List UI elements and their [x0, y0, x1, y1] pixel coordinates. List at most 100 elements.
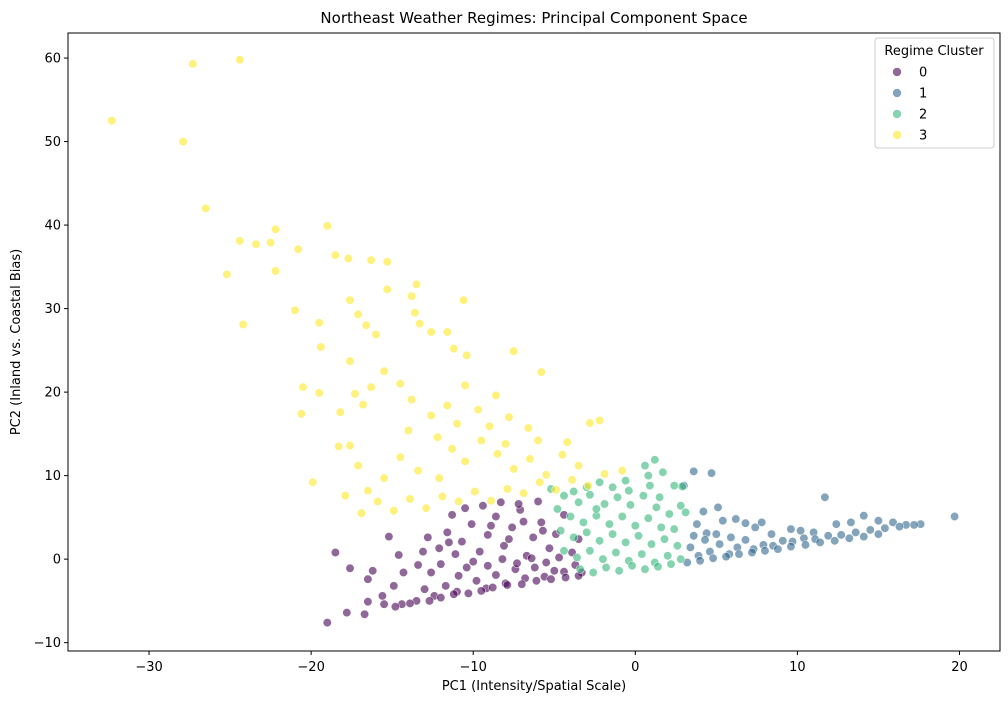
data-point	[740, 535, 750, 545]
data-point	[541, 470, 551, 480]
data-point	[488, 582, 498, 592]
data-point	[557, 450, 567, 460]
data-point	[308, 477, 318, 487]
data-point	[330, 547, 340, 557]
data-point	[656, 522, 666, 532]
data-point	[410, 308, 420, 318]
data-point	[395, 379, 405, 389]
data-point	[734, 549, 744, 559]
data-point	[363, 486, 373, 496]
data-point	[643, 471, 653, 481]
data-point	[373, 496, 383, 506]
data-point	[334, 441, 344, 451]
data-point	[846, 517, 856, 527]
data-point	[599, 499, 609, 509]
data-point	[415, 319, 425, 329]
chart-title: Northeast Weather Regimes: Principal Com…	[320, 9, 747, 27]
data-point	[541, 557, 551, 567]
y-tick-label: −10	[34, 636, 61, 651]
data-point	[270, 224, 280, 234]
data-point	[436, 559, 446, 569]
data-point	[371, 329, 381, 339]
data-point	[497, 554, 507, 564]
data-point	[426, 327, 436, 337]
data-point	[664, 509, 674, 519]
data-point	[625, 500, 635, 510]
legend-entry-label: 1	[919, 87, 927, 102]
data-point	[509, 346, 519, 356]
data-point	[585, 490, 595, 500]
legend-title: Regime Cluster	[884, 44, 984, 59]
data-point	[575, 564, 585, 574]
data-point	[562, 437, 572, 447]
data-point	[637, 549, 647, 559]
data-point	[565, 511, 575, 521]
data-point	[462, 350, 472, 360]
data-point	[188, 59, 198, 69]
data-point	[582, 527, 592, 537]
data-point	[873, 529, 883, 539]
data-point	[621, 537, 631, 547]
data-point	[235, 55, 245, 65]
data-point	[491, 511, 501, 521]
data-point	[633, 531, 643, 541]
data-point	[413, 466, 423, 476]
data-point	[666, 559, 676, 569]
data-point	[107, 116, 117, 126]
data-point	[363, 574, 373, 584]
data-point	[598, 554, 608, 564]
data-point	[721, 552, 731, 562]
data-point	[658, 467, 668, 477]
data-point	[554, 552, 564, 562]
data-point	[533, 496, 543, 506]
data-point	[390, 602, 400, 612]
data-point	[643, 513, 653, 523]
data-point	[653, 562, 663, 572]
data-point	[405, 598, 415, 608]
data-point	[778, 536, 788, 546]
data-point	[449, 344, 459, 354]
data-point	[796, 526, 806, 536]
data-point	[379, 366, 389, 376]
data-point	[454, 571, 464, 581]
data-point	[561, 572, 571, 582]
x-tick-label: −10	[459, 660, 486, 675]
legend-entry-label: 2	[919, 108, 927, 123]
data-point	[612, 492, 622, 502]
data-point	[395, 452, 405, 462]
data-point	[444, 537, 454, 547]
data-point	[343, 254, 353, 264]
data-point	[502, 580, 512, 590]
data-point	[711, 529, 721, 539]
x-tick-label: −20	[297, 660, 324, 675]
data-point	[731, 514, 741, 524]
data-point	[335, 407, 345, 417]
data-point	[345, 563, 355, 573]
data-point	[478, 501, 488, 511]
data-point	[449, 589, 459, 599]
data-point	[820, 492, 830, 502]
data-point	[611, 547, 621, 557]
data-point	[535, 477, 545, 487]
data-point	[523, 423, 533, 433]
data-point	[549, 566, 559, 576]
data-point	[518, 517, 528, 527]
x-tick-label: 0	[631, 660, 639, 675]
data-point	[460, 456, 470, 466]
data-point	[270, 266, 280, 276]
data-point	[747, 547, 757, 557]
data-point	[366, 382, 376, 392]
data-point	[669, 524, 679, 534]
data-point	[360, 609, 370, 619]
data-point	[468, 557, 478, 567]
data-point	[569, 532, 579, 542]
data-point	[659, 534, 669, 544]
data-point	[460, 380, 470, 390]
data-point	[894, 522, 904, 532]
data-point	[235, 236, 245, 246]
x-axis-label: PC1 (Intensity/Spatial Scale)	[442, 679, 626, 694]
data-point	[708, 553, 718, 563]
data-point	[366, 255, 376, 265]
data-point	[531, 576, 541, 586]
